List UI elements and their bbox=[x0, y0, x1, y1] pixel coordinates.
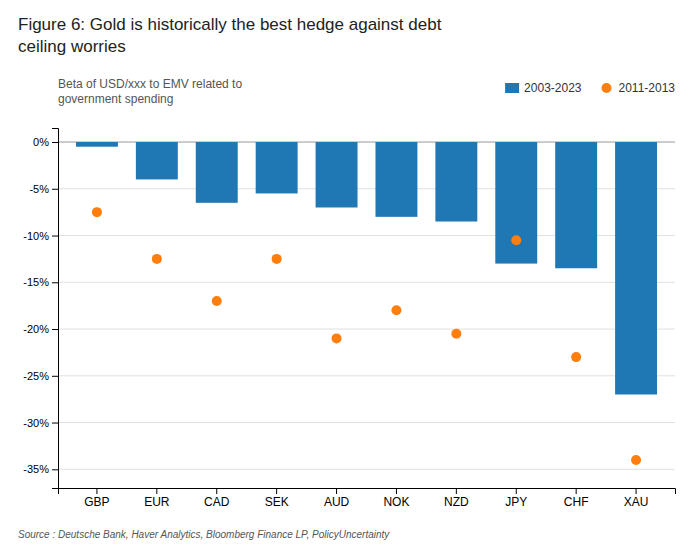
x-tick: AUD bbox=[324, 488, 350, 509]
x-tick: NZD bbox=[444, 488, 469, 509]
tick-label: -15% bbox=[23, 276, 49, 288]
tick-mark bbox=[456, 488, 457, 494]
tick-label: JPY bbox=[505, 495, 527, 509]
grid bbox=[58, 142, 675, 469]
tick-mark bbox=[276, 488, 277, 494]
dot bbox=[332, 333, 342, 343]
tick-mark bbox=[52, 469, 58, 470]
chart: Figure 6: Gold is historically the best … bbox=[0, 0, 700, 550]
tick-mark bbox=[396, 488, 397, 494]
legend-swatch bbox=[505, 83, 519, 93]
title: Figure 6: Gold is historically the best … bbox=[18, 15, 442, 56]
tick-mark bbox=[156, 488, 157, 494]
tick-label: NOK bbox=[383, 495, 409, 509]
tick-mark bbox=[336, 488, 337, 494]
tick-label: AUD bbox=[324, 495, 350, 509]
axis-line bbox=[52, 129, 59, 489]
grid-line bbox=[58, 282, 675, 283]
y-tick: -10% bbox=[23, 230, 58, 242]
subtitle: Beta of USD/xxx to EMV related togovernm… bbox=[58, 77, 242, 106]
y-tick: 0% bbox=[33, 136, 58, 148]
dot bbox=[272, 254, 282, 264]
y-axis: 0% -5% -10% -15% -20% -25% -30% -35% bbox=[23, 129, 58, 489]
tick-label: CHF bbox=[564, 495, 589, 509]
bar bbox=[316, 142, 358, 207]
tick-mark bbox=[52, 236, 58, 237]
source-note: Source : Deutsche Bank, Haver Analytics,… bbox=[18, 529, 390, 540]
tick-label: GBP bbox=[84, 495, 109, 509]
bar bbox=[375, 142, 417, 217]
x-tick: EUR bbox=[144, 488, 170, 509]
legend-swatch bbox=[602, 83, 612, 93]
bar bbox=[495, 142, 537, 264]
bar bbox=[435, 142, 477, 221]
y-tick: -15% bbox=[23, 276, 58, 288]
y-tick: -35% bbox=[23, 463, 58, 475]
tick-mark bbox=[52, 423, 58, 424]
x-tick: CHF bbox=[564, 488, 589, 509]
tick-label: -30% bbox=[23, 417, 49, 429]
y-tick: -5% bbox=[29, 183, 58, 195]
dot bbox=[511, 235, 521, 245]
x-tick: NOK bbox=[383, 488, 409, 509]
grid-line bbox=[58, 329, 675, 330]
tick-label: -25% bbox=[23, 370, 49, 382]
series bbox=[76, 142, 657, 394]
marks bbox=[76, 142, 657, 465]
tick-label: SEK bbox=[265, 495, 289, 509]
tick-label: -35% bbox=[23, 463, 49, 475]
tick-mark bbox=[52, 142, 58, 143]
plot-area: 0% -5% -10% -15% -20% -25% -30% -35% GBP EUR CAD SE… bbox=[23, 129, 675, 509]
legend-item: 2003-2023 bbox=[505, 81, 582, 95]
legend-label: 2003-2023 bbox=[524, 81, 582, 95]
grid-line bbox=[58, 375, 675, 376]
tick-mark bbox=[52, 376, 58, 377]
bar bbox=[615, 142, 657, 394]
grid-line bbox=[58, 422, 675, 423]
legend-label: 2011-2013 bbox=[619, 81, 676, 95]
tick-mark bbox=[52, 189, 58, 190]
dot bbox=[92, 207, 102, 217]
dot bbox=[152, 254, 162, 264]
dot bbox=[571, 352, 581, 362]
x-tick: JPY bbox=[505, 488, 527, 509]
tick-mark bbox=[516, 488, 517, 494]
tick-mark bbox=[216, 488, 217, 494]
y-tick: -25% bbox=[23, 370, 58, 382]
dot bbox=[212, 296, 222, 306]
tick-label: -20% bbox=[23, 323, 49, 335]
legend: 2003-2023 2011-2013 bbox=[505, 81, 675, 95]
tick-mark bbox=[52, 282, 58, 283]
y-tick: -20% bbox=[23, 323, 58, 335]
tick-label: NZD bbox=[444, 495, 469, 509]
series bbox=[92, 207, 641, 465]
tick-mark bbox=[636, 488, 637, 494]
bar bbox=[136, 142, 178, 179]
bar bbox=[196, 142, 238, 203]
tick-label: -5% bbox=[29, 183, 49, 195]
bar bbox=[256, 142, 298, 193]
bar bbox=[555, 142, 597, 268]
y-tick: -30% bbox=[23, 417, 58, 429]
dot bbox=[451, 329, 461, 339]
bar bbox=[76, 142, 118, 147]
dot bbox=[391, 305, 401, 315]
tick-mark bbox=[96, 488, 97, 494]
tick-label: EUR bbox=[144, 495, 170, 509]
tick-label: 0% bbox=[33, 136, 49, 148]
grid-line bbox=[58, 469, 675, 470]
dot bbox=[631, 455, 641, 465]
tick-label: XAU bbox=[624, 495, 649, 509]
legend-item: 2011-2013 bbox=[602, 81, 676, 95]
x-tick: SEK bbox=[265, 488, 289, 509]
x-tick: CAD bbox=[204, 488, 230, 509]
tick-label: CAD bbox=[204, 495, 230, 509]
x-tick: GBP bbox=[84, 488, 109, 509]
tick-mark bbox=[576, 488, 577, 494]
x-axis: GBP EUR CAD SEK AUD NOK NZD JPY CHF XAU bbox=[59, 488, 676, 509]
tick-label: -10% bbox=[23, 230, 49, 242]
axis-line bbox=[59, 489, 676, 495]
tick-mark bbox=[52, 329, 58, 330]
x-tick: XAU bbox=[624, 488, 649, 509]
